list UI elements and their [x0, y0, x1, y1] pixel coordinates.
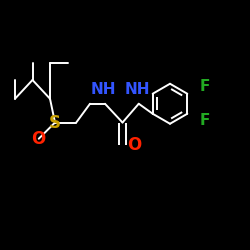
Text: S: S: [49, 114, 61, 132]
Text: NH: NH: [125, 82, 150, 98]
Text: F: F: [200, 80, 210, 94]
Text: NH: NH: [91, 82, 116, 98]
Text: O: O: [127, 136, 141, 154]
Text: F: F: [200, 113, 210, 128]
Text: O: O: [32, 130, 46, 148]
